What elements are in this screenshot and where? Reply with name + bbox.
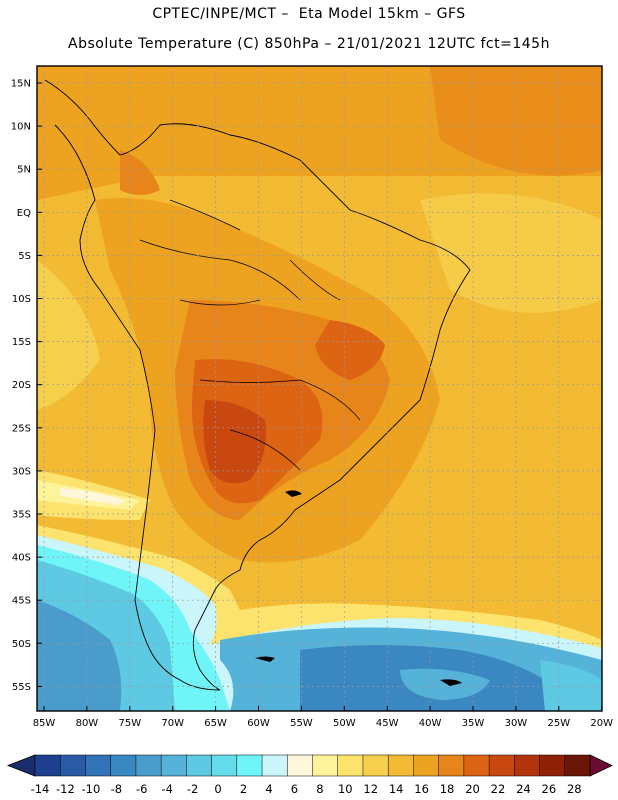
colorbar-label: -6	[136, 782, 147, 796]
lon-label: 35W	[462, 718, 485, 729]
colorbar-swatch	[564, 754, 591, 777]
grid-lines	[37, 66, 602, 711]
colorbar-label: -10	[81, 782, 100, 796]
colorbar-label: 20	[465, 782, 480, 796]
colorbar-swatch	[488, 754, 515, 777]
colorbar-swatch	[261, 754, 288, 777]
map-title-line2: Absolute Temperature (C) 850hPa – 21/01/…	[68, 36, 550, 52]
colorbar-swatch	[211, 754, 238, 777]
lat-label: 15S	[12, 337, 31, 348]
lat-label: 25S	[12, 423, 31, 434]
colorbar-swatch	[337, 754, 364, 777]
colorbar-swatch	[135, 754, 162, 777]
colorbar-label: -8	[111, 782, 122, 796]
colorbar-right-arrow	[589, 754, 613, 777]
lon-label: 25W	[547, 718, 570, 729]
lon-label: 80W	[76, 718, 99, 729]
colorbar-swatch	[387, 754, 414, 777]
colorbar-label: -12	[56, 782, 75, 796]
longitude-axis: 85W 80W 75W 70W 65W 60W 55W 50W 45W 40W 35W 30W 25W 2…	[33, 706, 613, 729]
colorbar-label: 16	[414, 782, 429, 796]
colorbar-label: 28	[567, 782, 582, 796]
colorbar-label: 6	[291, 782, 298, 796]
colorbar-label: 14	[389, 782, 404, 796]
lat-label: 10N	[11, 122, 31, 133]
colorbar-label: 18	[440, 782, 455, 796]
colorbar-swatch	[539, 754, 566, 777]
colorbar-label: -14	[31, 782, 50, 796]
colorbar-label: 22	[491, 782, 506, 796]
lat-label: 40S	[12, 553, 31, 564]
colorbar-swatch	[514, 754, 541, 777]
colorbar-swatch	[236, 754, 263, 777]
map-border	[36, 65, 603, 712]
colorbar-swatch	[160, 754, 187, 777]
lat-label: 5N	[17, 165, 31, 176]
colorbar-label: 12	[363, 782, 378, 796]
colorbar-swatch	[438, 754, 465, 777]
lat-label: 55S	[12, 682, 31, 693]
colorbar-swatch	[362, 754, 389, 777]
lon-label: 70W	[161, 718, 184, 729]
lon-label: 45W	[376, 718, 399, 729]
lat-label: 5S	[18, 251, 31, 262]
temperature-field	[37, 66, 602, 711]
latitude-axis: 15N 10N 5N EQ 5S 10S 15S 20S 25S 30S 35S 40S 45S 50S 5…	[11, 79, 42, 693]
colorbar-swatch	[287, 754, 314, 777]
lon-label: 20W	[590, 718, 613, 729]
colorbar-label: -2	[187, 782, 198, 796]
lat-label: 15N	[11, 79, 31, 90]
colorbar-left-arrow	[6, 754, 36, 777]
lon-label: 65W	[204, 718, 227, 729]
lat-label: EQ	[17, 208, 31, 219]
lat-label: 20S	[12, 380, 31, 391]
colorbar-label: 24	[516, 782, 531, 796]
lat-label: 50S	[12, 639, 31, 650]
colorbar-label: 10	[338, 782, 353, 796]
lat-label: 30S	[12, 466, 31, 477]
lon-label: 85W	[33, 718, 56, 729]
colorbar-swatch	[413, 754, 440, 777]
colorbar-swatch	[186, 754, 213, 777]
lon-label: 30W	[505, 718, 528, 729]
colorbar-swatch	[110, 754, 137, 777]
lon-label: 40W	[419, 718, 442, 729]
coastline	[44, 79, 471, 691]
colorbar-label: 0	[214, 782, 221, 796]
colorbar-swatch	[85, 754, 112, 777]
colorbar-swatch	[463, 754, 490, 777]
colorbar-label: -4	[161, 782, 172, 796]
colorbar-label: 4	[265, 782, 272, 796]
colorbar-label: 26	[542, 782, 557, 796]
colorbar-label: 2	[240, 782, 247, 796]
colorbar: -14 -12 -10 -8 -6 -4 -2 0 2 4 6 8 10 12 14 16 18 20 22 24 26…	[6, 754, 613, 796]
lat-label: 35S	[12, 510, 31, 521]
colorbar-swatch	[59, 754, 87, 777]
map-title-line1: CPTEC/INPE/MCT – Eta Model 15km – GFS	[152, 6, 466, 22]
lon-label: 55W	[290, 718, 313, 729]
colorbar-label: 8	[316, 782, 323, 796]
lat-label: 45S	[12, 596, 31, 607]
lon-label: 60W	[247, 718, 270, 729]
country-borders	[139, 199, 361, 471]
lon-label: 75W	[118, 718, 141, 729]
colorbar-swatch	[312, 754, 339, 777]
colorbar-swatch	[34, 754, 61, 777]
lat-label: 10S	[12, 294, 31, 305]
lon-label: 50W	[333, 718, 356, 729]
